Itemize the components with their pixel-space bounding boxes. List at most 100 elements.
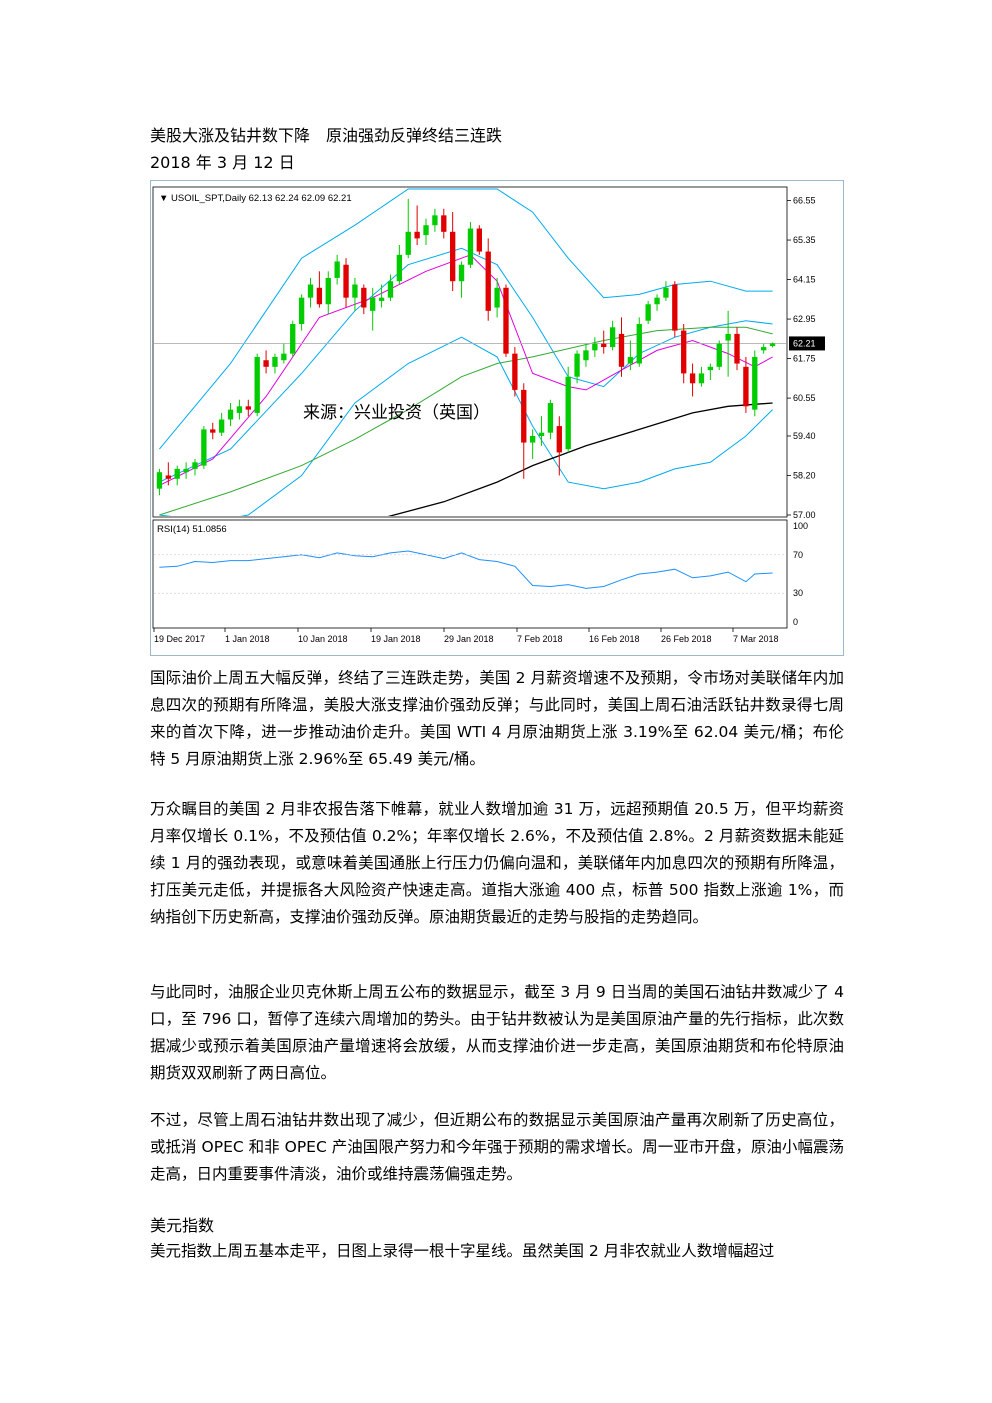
x-axis-label: 29 Jan 2018 [444, 634, 494, 644]
bollinger-upper-line [159, 188, 773, 450]
last-price-tag [789, 336, 825, 351]
rsi-label: RSI(14) 51.0856 [157, 524, 227, 535]
candle-body [689, 373, 696, 384]
candle-body [698, 373, 705, 384]
candle-body [538, 432, 545, 436]
candle-body [414, 231, 420, 239]
y-axis-ticks: 66.55 65.35 64.15 62.95 61.75 60.55 59.40 58.20… [787, 196, 816, 520]
candle-body [316, 287, 323, 305]
x-axis-labels: 19 Dec 2017 1 Jan 2018 10 Jan 2018 19 Jan 2… [153, 628, 779, 644]
candle-body [681, 330, 687, 374]
candle-body [485, 251, 491, 311]
candle-body [761, 347, 767, 351]
x-axis-label: 19 Dec 2017 [154, 634, 205, 644]
rsi-tick-label: 100 [793, 521, 808, 531]
rsi-ticks: 100 70 30 0 [154, 521, 808, 627]
candle-body [716, 343, 722, 367]
candle-body [707, 366, 714, 371]
candle-body [245, 406, 251, 410]
candle-body [654, 297, 660, 305]
candle-body [663, 287, 669, 298]
candle-body [574, 353, 580, 377]
paragraph-2: 万众瞩目的美国 2 月非农报告落下帷幕，就业人数增加逾 31 万，远超预期值 2… [150, 800, 844, 926]
rsi-line [159, 550, 773, 589]
candle-body [627, 356, 634, 364]
candle-body [334, 261, 340, 278]
candle-body [556, 426, 562, 453]
ma-green-line [159, 326, 773, 516]
symbol-header: USOIL_SPT,Daily 62.13 62.24 62.09 62.21 [171, 193, 352, 204]
candle-body [405, 231, 411, 255]
candle-body [352, 284, 358, 298]
watermark: 来源：兴业投资（英国） [303, 403, 490, 423]
candle-body [752, 356, 758, 410]
candle-body [290, 324, 296, 354]
y-tick-label: 60.55 [793, 393, 816, 403]
candle-body [725, 333, 731, 341]
candle-body [183, 468, 189, 473]
candle-body [307, 284, 314, 298]
rsi-series [159, 550, 773, 589]
rsi-tick-label: 30 [793, 588, 803, 598]
y-tick-label: 65.35 [793, 235, 816, 245]
paragraph-3: 与此同时，油服企业贝克休斯上周五公布的数据显示，截至 3 月 9 日当周的美国石… [150, 983, 844, 1082]
candle-body [503, 287, 509, 354]
candle-body [378, 297, 385, 301]
rsi-tick-label: 0 [793, 617, 798, 627]
candle-body [370, 297, 376, 311]
candle-body [521, 389, 527, 443]
y-tick-label: 57.00 [793, 510, 816, 520]
article-date: 2018 年 3 月 12 日 [150, 153, 295, 172]
candle-body [423, 225, 429, 236]
bollinger-mid-line [159, 247, 773, 483]
candle-body [156, 472, 163, 489]
candle-body [458, 264, 465, 282]
candle-body [218, 419, 225, 433]
x-axis-label: 7 Feb 2018 [517, 634, 563, 644]
x-axis-label: 1 Jan 2018 [225, 634, 270, 644]
y-tick-label: 66.55 [793, 196, 816, 206]
candle-body [592, 343, 598, 351]
last-price-label: 62.21 [793, 338, 816, 348]
candle-body [263, 360, 269, 367]
candle-body [512, 353, 518, 390]
candle-body [236, 406, 243, 413]
ma-black-line [387, 402, 773, 516]
candle-body [387, 281, 394, 298]
candle-body [645, 304, 651, 321]
candles [156, 198, 776, 496]
paragraph-5: 美元指数上周五基本走平，日图上录得一根十字星线。虽然美国 2 月非农就业人数增幅… [150, 1242, 775, 1260]
candle-body [450, 231, 456, 282]
section-heading: 美元指数 [150, 1216, 215, 1235]
chart-svg: 66.55 65.35 64.15 62.95 61.75 60.55 59.40 58.20… [152, 186, 825, 644]
y-tick-label: 62.95 [793, 314, 816, 324]
candle-body [583, 350, 589, 361]
candle-body [396, 254, 403, 282]
oil-price-chart: 66.55 65.35 64.15 62.95 61.75 60.55 59.40 58.20… [150, 180, 844, 656]
x-axis-label: 16 Feb 2018 [589, 634, 640, 644]
candle-body [769, 343, 776, 347]
indicator-lines [154, 188, 786, 516]
rsi-panel [152, 519, 788, 629]
candle-body [325, 277, 331, 305]
candle-body [618, 333, 625, 367]
candle-body [601, 343, 607, 348]
paragraph-1: 国际油价上周五大幅反弹，终结了三连跌走势，美国 2 月薪资增速不及预期，令市场对… [150, 669, 844, 768]
candle-body [734, 333, 740, 364]
candle-body [441, 215, 447, 232]
candle-body [672, 284, 678, 331]
candle-body [361, 287, 367, 308]
candle-body [565, 376, 571, 450]
rsi-tick-label: 70 [793, 550, 803, 560]
x-axis-label: 26 Feb 2018 [661, 634, 712, 644]
candle-body [494, 287, 500, 308]
candle-body [609, 327, 616, 348]
x-axis-label: 7 Mar 2018 [733, 634, 779, 644]
x-axis-label: 19 Jan 2018 [371, 634, 421, 644]
x-axis-label: 10 Jan 2018 [298, 634, 348, 644]
candle-body [636, 324, 642, 364]
candle-body [298, 297, 305, 325]
candle-body [743, 366, 749, 407]
paragraph-4: 不过，尽管上周石油钻井数出现了减少，但近期公布的数据显示美国原油产量再次刷新了历… [150, 1111, 844, 1183]
candle-body [201, 429, 207, 466]
